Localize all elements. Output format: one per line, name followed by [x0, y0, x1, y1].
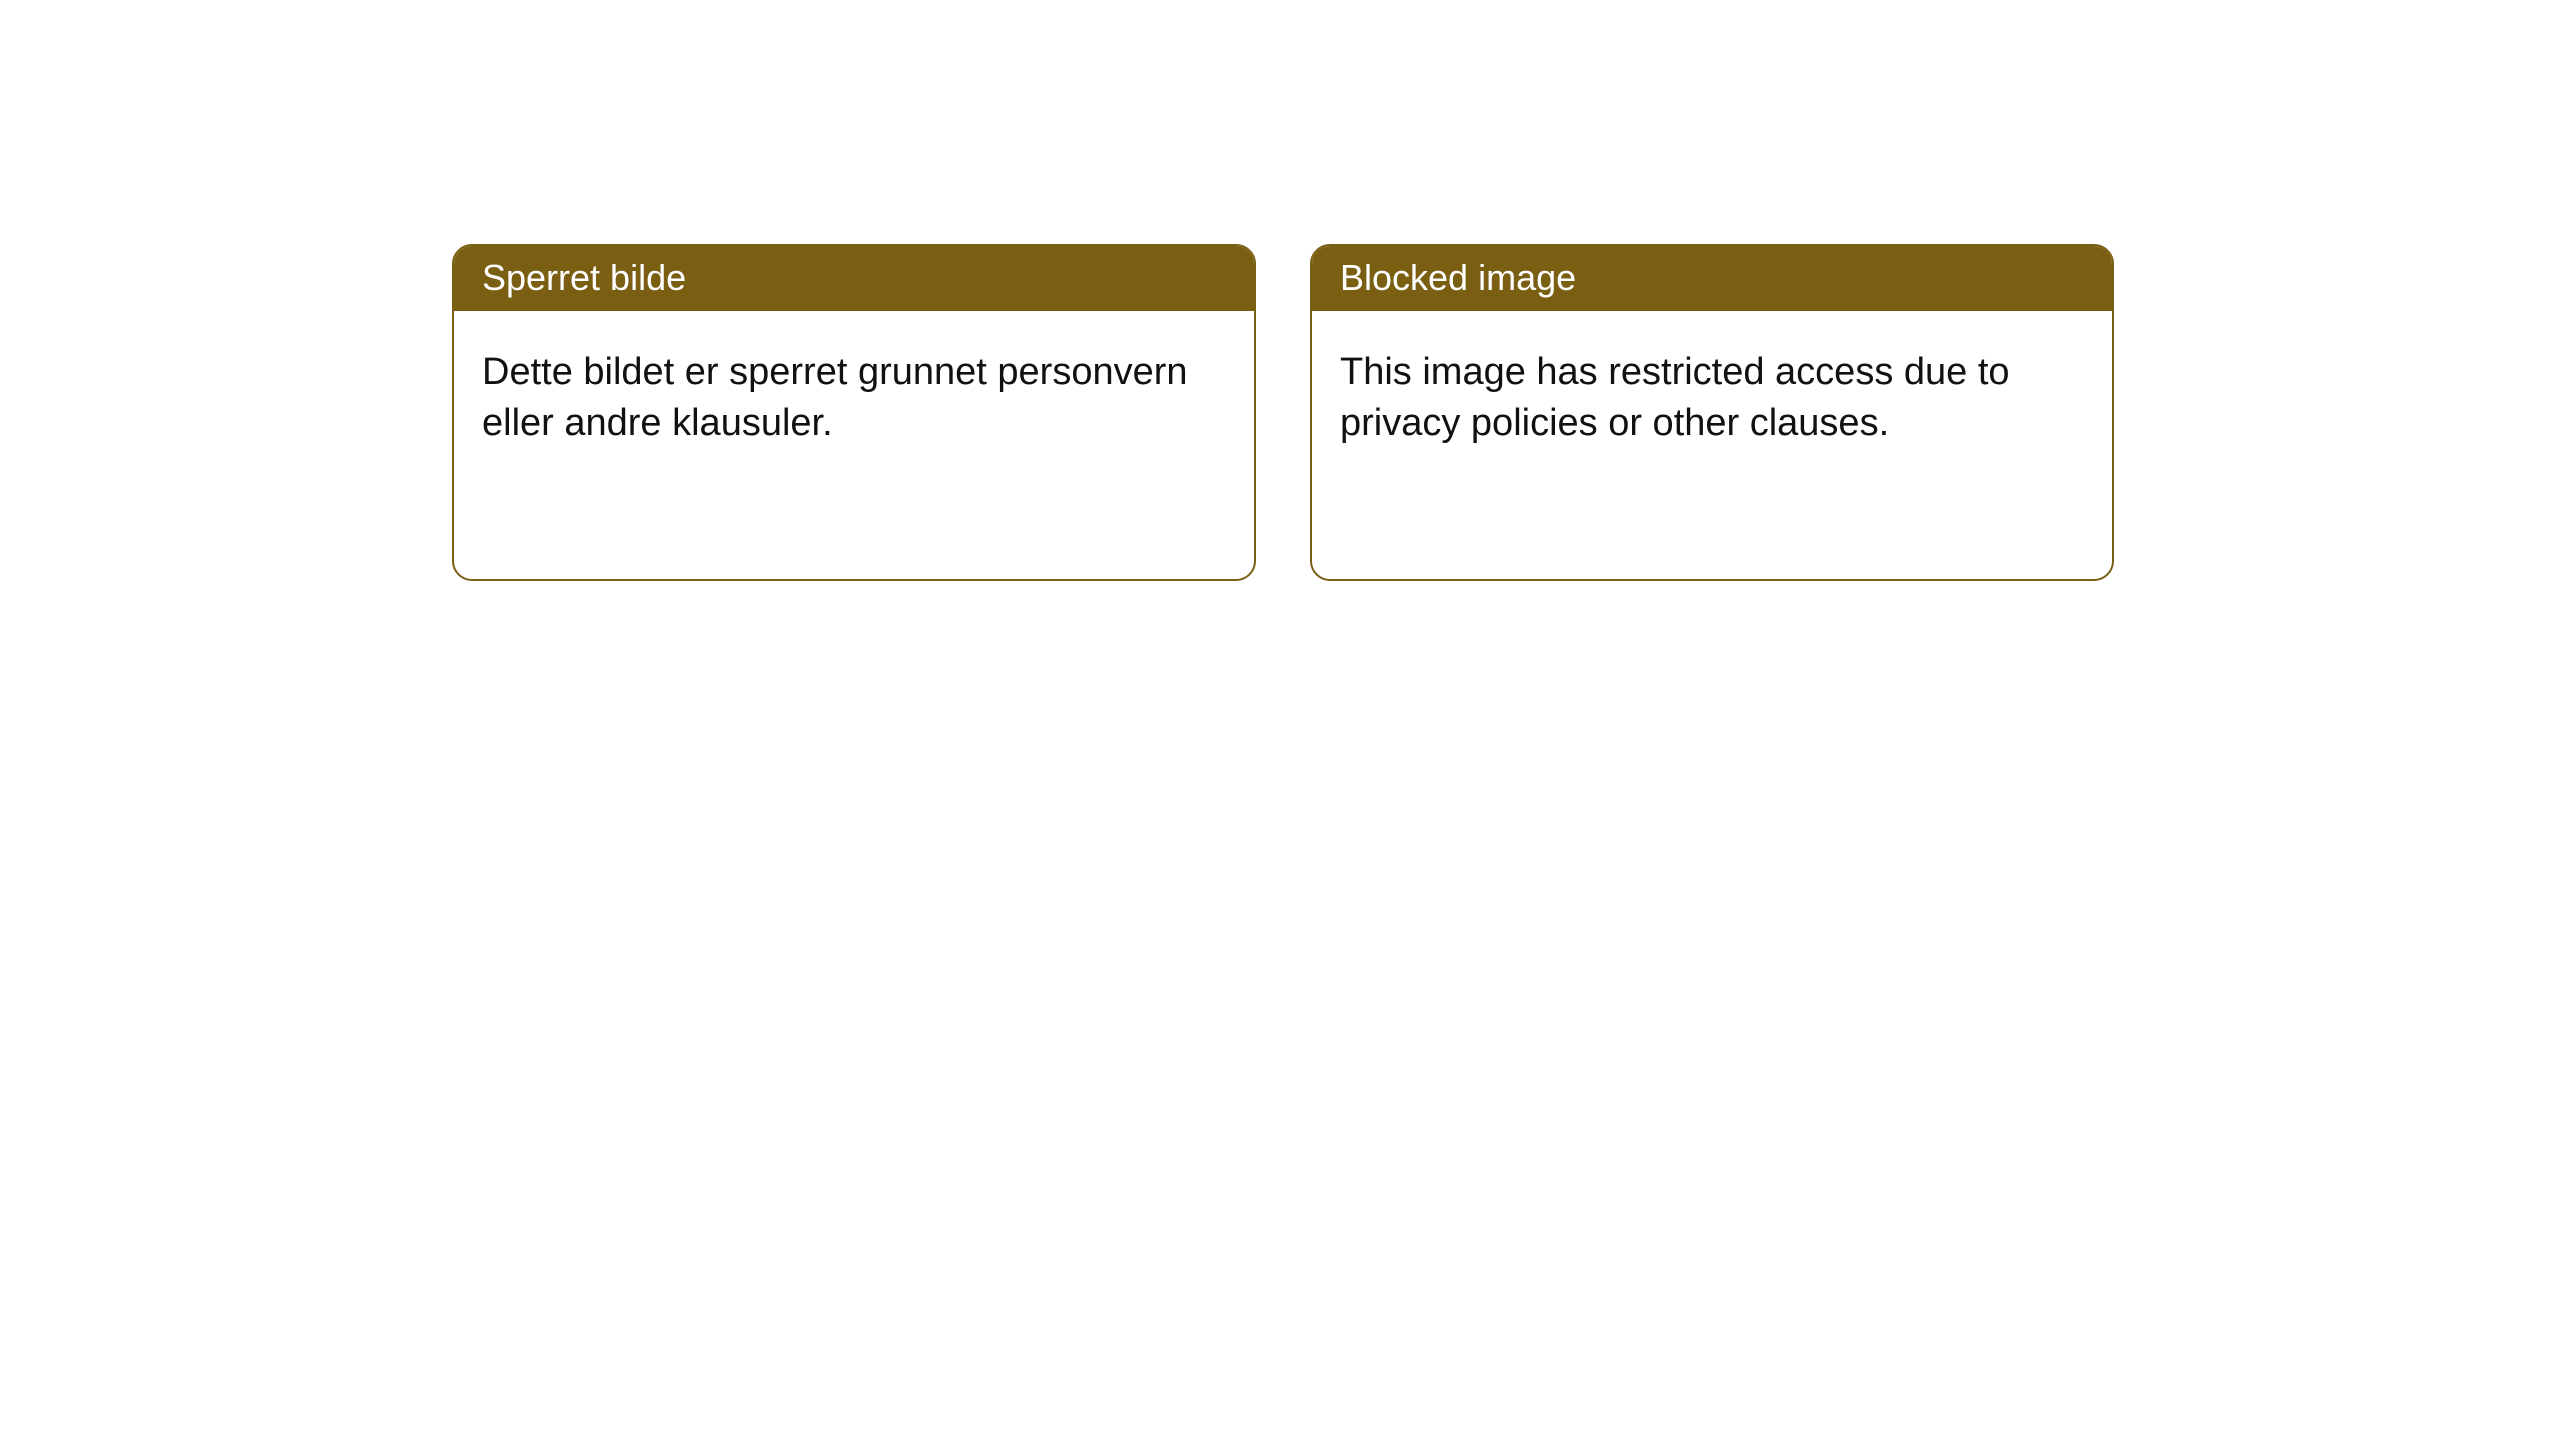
card-body-en: This image has restricted access due to … — [1312, 311, 2112, 486]
card-body-no: Dette bildet er sperret grunnet personve… — [454, 311, 1254, 486]
card-title-no: Sperret bilde — [454, 246, 1254, 311]
blocked-image-card-en: Blocked image This image has restricted … — [1310, 244, 2114, 581]
card-title-en: Blocked image — [1312, 246, 2112, 311]
notice-cards-row: Sperret bilde Dette bildet er sperret gr… — [452, 244, 2114, 581]
blocked-image-card-no: Sperret bilde Dette bildet er sperret gr… — [452, 244, 1256, 581]
